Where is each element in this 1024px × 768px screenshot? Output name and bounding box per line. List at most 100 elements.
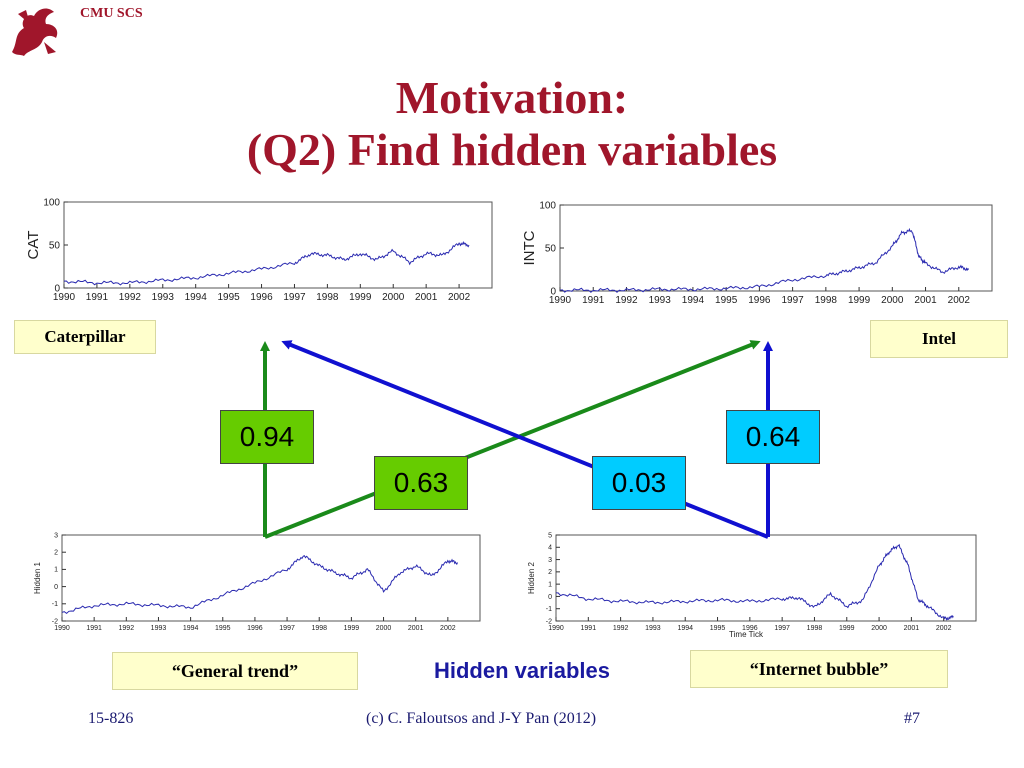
x-tick-label: 2001 [914,295,937,306]
footer-copyright: (c) C. Faloutsos and J-Y Pan (2012) [366,710,597,727]
x-tick-label: 1991 [581,625,597,632]
weight-hidden1-cat: 0.94 [220,410,314,464]
y-tick-label: 0 [54,283,60,294]
y-tick-label: -2 [546,618,552,625]
header-org: CMU SCS [80,6,143,21]
x-tick-label: 1991 [86,292,109,303]
x-tick-label: 1994 [682,295,705,306]
chart-1: 0 50 100 1990 1991 1992 1993 1994 1995 1996 1997 19… [521,200,993,306]
slide-title: Motivation: (Q2) Find hidden variables [0,72,1024,176]
y-tick-label: 100 [539,200,556,211]
x-tick-label: 1996 [247,625,263,632]
x-tick-label: 1993 [645,625,661,632]
x-tick-label: 2002 [948,295,971,306]
general-trend-label: “General trend” [112,652,358,690]
y-tick-label: 100 [43,197,60,208]
y-tick-label: 0 [548,594,552,601]
y-tick-label: -1 [52,601,58,608]
cmu-dragon-logo-icon [12,8,58,56]
weight-hidden1-intc: 0.63 [374,456,468,510]
x-tick-label: 1997 [781,295,804,306]
y-tick-label: -1 [546,606,552,613]
x-tick-label: 2000 [376,625,392,632]
x-tick-label: 2000 [871,625,887,632]
y-tick-label: 4 [548,545,552,552]
x-tick-label: 1999 [344,625,360,632]
y-tick-label: 1 [548,581,552,588]
x-tick-label: 1990 [53,292,76,303]
x-tick-label: 1995 [710,625,726,632]
x-tick-label: 1990 [549,295,572,306]
x-tick-label: 2002 [440,625,456,632]
y-tick-label: 3 [54,532,58,539]
x-tick-label: 1995 [715,295,738,306]
title-line-1: Motivation: [395,72,629,123]
series-line-hidden-2 [555,543,954,621]
x-tick-label: 1998 [316,292,339,303]
y-axis-label: INTC [521,230,538,265]
y-tick-label: 3 [548,557,552,564]
plot-frame [61,534,481,622]
x-tick-label: 1990 [548,625,564,632]
x-tick-label: 2001 [408,625,424,632]
series-line-hidden-1 [61,555,458,615]
x-tick-label: 1996 [250,292,273,303]
x-tick-label: 1996 [742,625,758,632]
y-tick-label: 0 [54,584,58,591]
y-tick-label: 5 [548,532,552,539]
x-tick-label: 1992 [615,295,638,306]
x-tick-label: 1997 [283,292,306,303]
x-tick-label: 2002 [936,625,952,632]
x-tick-label: 1998 [311,625,327,632]
hidden-variables-caption: Hidden variables [433,658,611,683]
x-tick-label: 1994 [677,625,693,632]
x-tick-label: 1998 [815,295,838,306]
x-tick-label: 1993 [649,295,672,306]
x-tick-label: 1999 [839,625,855,632]
x-axis-label: Time Tick [729,630,764,639]
x-tick-label: 1997 [774,625,790,632]
x-tick-label: 1991 [582,295,605,306]
caterpillar-label: Caterpillar [14,320,156,354]
x-tick-label: 1992 [613,625,629,632]
x-tick-label: 1993 [151,625,167,632]
x-tick-label: 1995 [215,625,231,632]
x-tick-label: 1998 [807,625,823,632]
chart-3: -2 -1 0 1 2 3 4 5 1990 1991 1992 1993 1994 1995 1996 19… [527,532,977,639]
weight-hidden2-intc: 0.64 [726,410,820,464]
x-tick-label: 1991 [86,625,102,632]
plot-frame [559,204,993,292]
x-tick-label: 1996 [748,295,771,306]
intel-label: Intel [870,320,1008,358]
footer-page-number: #7 [904,710,920,727]
y-tick-label: 2 [54,550,58,557]
y-axis-label: Hidden 1 [33,561,42,594]
x-tick-label: 2001 [904,625,920,632]
x-tick-label: 2000 [382,292,405,303]
x-tick-label: 1992 [119,625,135,632]
y-tick-label: 50 [49,240,61,251]
title-line-2: (Q2) Find hidden variables [246,124,778,175]
y-tick-label: 0 [550,286,556,297]
y-tick-label: 1 [54,567,58,574]
x-tick-label: 1999 [848,295,871,306]
x-tick-label: 1997 [279,625,295,632]
plot-frame [63,201,493,289]
x-tick-label: 1994 [183,625,199,632]
internet-bubble-label: “Internet bubble” [690,650,948,688]
x-tick-label: 1990 [54,625,70,632]
y-axis-label: Hidden 2 [527,561,536,594]
x-tick-label: 2000 [881,295,904,306]
y-tick-label: 2 [548,569,552,576]
x-tick-label: 1995 [217,292,240,303]
chart-0: 0 50 100 1990 1991 1992 1993 1994 1995 1996 1997 19… [25,197,493,303]
x-tick-label: 2002 [448,292,471,303]
chart-2: -2 -1 0 1 2 3 1990 1991 1992 1993 1994 1995 1996 1997… [33,532,481,632]
plot-frame [555,534,977,622]
y-axis-label: CAT [25,231,42,260]
y-tick-label: 50 [545,243,557,254]
arrow-hidden1-to-intc [264,340,761,539]
x-tick-label: 1994 [185,292,208,303]
